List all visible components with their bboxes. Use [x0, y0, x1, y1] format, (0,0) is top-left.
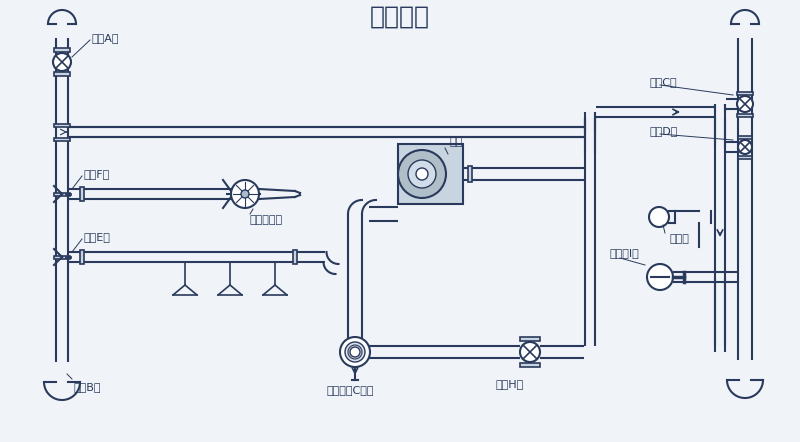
Bar: [520, 337, 540, 341]
Bar: [737, 114, 753, 117]
Circle shape: [345, 342, 365, 362]
Bar: [520, 363, 540, 367]
Text: 球阀B关: 球阀B关: [74, 382, 102, 392]
Bar: [54, 193, 70, 195]
Bar: [54, 137, 70, 141]
Bar: [738, 136, 752, 138]
Text: 三通球阀C加水: 三通球阀C加水: [326, 385, 374, 395]
Circle shape: [53, 53, 71, 71]
Circle shape: [340, 337, 370, 367]
Bar: [468, 166, 472, 182]
Text: 洒水炮出口: 洒水炮出口: [250, 215, 283, 225]
Circle shape: [350, 347, 360, 357]
Circle shape: [737, 96, 753, 112]
Text: 球阀F关: 球阀F关: [84, 169, 110, 179]
Circle shape: [231, 180, 259, 208]
Bar: [54, 48, 70, 52]
Text: 球阀E关: 球阀E关: [84, 232, 111, 242]
Circle shape: [408, 160, 436, 188]
Text: 球阀D关: 球阀D关: [650, 126, 678, 136]
Bar: [54, 72, 70, 76]
Text: 水泵加水: 水泵加水: [370, 5, 430, 29]
Text: 球阀H开: 球阀H开: [496, 379, 524, 389]
Circle shape: [738, 140, 752, 154]
Circle shape: [520, 342, 540, 362]
Text: 罐体口: 罐体口: [670, 234, 690, 244]
Bar: [54, 255, 70, 259]
Circle shape: [241, 190, 249, 198]
Circle shape: [649, 207, 669, 227]
Text: 球阀A关: 球阀A关: [92, 33, 119, 43]
Text: 消防栓I关: 消防栓I关: [610, 248, 640, 258]
Bar: [737, 91, 753, 95]
Bar: [738, 156, 752, 159]
Bar: [398, 144, 463, 204]
Bar: [54, 123, 70, 126]
Circle shape: [416, 168, 428, 180]
Circle shape: [398, 150, 446, 198]
Bar: [80, 187, 84, 201]
Text: 球阀C关: 球阀C关: [650, 77, 678, 87]
Circle shape: [647, 264, 673, 290]
Text: 水泵: 水泵: [450, 137, 463, 147]
Bar: [80, 250, 84, 264]
Bar: [293, 250, 297, 264]
